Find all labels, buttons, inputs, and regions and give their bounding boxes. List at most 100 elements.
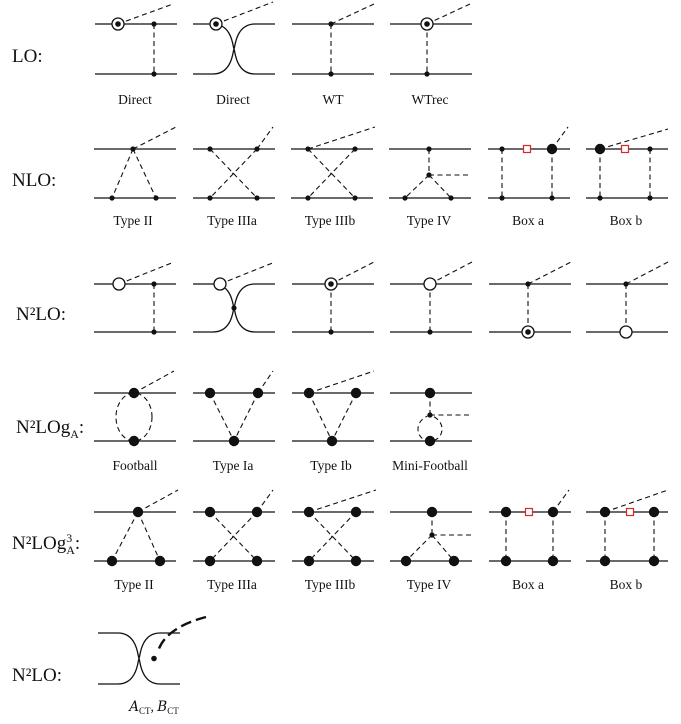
vertex-open-circle [213,277,227,291]
vertex-big-dot [448,555,460,567]
diagram-caption: Direct [216,92,250,107]
row-label: N²LOg3 A: [12,531,80,557]
diagram-caption: Type IV [407,213,452,228]
counterterm-square [625,507,635,517]
row-label-main: LO: [12,46,43,67]
vertex-dot [352,146,358,152]
vertex-open-circle [619,325,633,339]
pion-line [308,392,333,442]
vertex-big-dot [648,555,660,567]
pion-line [404,174,430,199]
pion-line [132,126,177,150]
pion-line [428,174,452,199]
pion-line [117,3,174,25]
caption-symbol: A [127,699,139,715]
vertex-dot [328,71,334,77]
pion-line [308,489,377,513]
row-label-main: N²LO: [12,665,62,686]
vertex-ring-dot [328,281,334,287]
row-label: N²LO: [16,304,66,325]
row-label-superscript: 3 [66,531,72,545]
row-label-main: NLO: [12,170,56,191]
vertex-dot [207,195,213,201]
caption-subscript: CT [167,706,179,716]
row-label: N²LOgA: [16,417,84,441]
pion-line [308,511,357,562]
vertex-big-dot [132,506,144,518]
vertex-big-dot [424,387,436,399]
pion-line [330,261,375,285]
pion-line [209,392,235,442]
caption-symbol: B [156,699,167,715]
diagram-caption: Box a [512,577,544,592]
nucleon-line [193,23,275,75]
vertex-big-dot [303,506,315,518]
diagram-caption: Type Ib [310,458,352,473]
vertex-big-dot [326,435,338,447]
pion-line [215,1,274,25]
vertex-big-dot [648,506,660,518]
vertex-dot [151,655,157,662]
vertex-big-dot [251,506,263,518]
row-label: NLO: [12,170,56,191]
caption-separator: , [151,699,158,714]
pion-line [431,534,455,562]
crossing-mark [232,535,234,538]
row-label-subscript: A [66,543,75,557]
pion-line [209,511,258,562]
vertex-open-circle [423,277,437,291]
row-label: N²LO: [12,665,62,686]
vertex-dot [426,172,432,178]
vertex-big-dot [128,387,140,399]
vertex-dot [424,71,430,77]
vertex-dot [427,329,433,335]
vertex-dot [352,195,358,201]
pion-line [527,261,572,285]
diagram-caption: Direct [118,92,152,107]
diagram-caption: Type IIIa [207,577,257,592]
pion-line [599,128,669,150]
pion-line [219,261,276,285]
pion-line [209,511,258,562]
pion-line [625,261,669,285]
row-label-tail: : [75,533,80,554]
vertex-big-dot [424,435,436,447]
vertex-big-dot [350,387,362,399]
vertex-big-dot [204,506,216,518]
vertex-big-dot [350,506,362,518]
pion-line [308,511,357,562]
row-label-main: N²LOg [16,417,71,438]
diagram-caption: WTrec [412,92,449,107]
pion-line [331,392,357,442]
crossing-mark [232,172,234,175]
pion-loop [115,392,153,442]
vertex-big-dot [546,143,558,155]
pion-line [308,370,375,394]
vertex-big-dot [128,435,140,447]
row-label-subscript: A [70,427,79,441]
counterterm-square [522,144,532,154]
vertex-dot [448,195,454,201]
vertex-open-circle [112,277,126,291]
row-label-main: N²LOg [12,533,67,554]
counterterm-square [524,507,534,517]
pion-line-bold [157,615,207,650]
pion-line [209,148,258,199]
vertex-ring-dot [115,21,121,27]
vertex-big-dot [547,555,559,567]
vertex-dot [328,21,334,27]
vertex-dot [525,281,531,287]
vertex-dot [426,146,432,152]
vertex-big-dot [599,555,611,567]
vertex-dot [647,195,653,201]
vertex-big-dot [400,555,412,567]
vertex-dot [151,281,157,287]
diagram-caption: Type II [113,213,153,228]
pion-line [307,148,356,199]
counterterm-square [620,144,630,154]
row-label-main: N²LO: [16,304,66,325]
vertex-ring-dot [525,329,531,335]
pion-line [111,511,139,562]
diagram-caption: Type IIIa [207,213,257,228]
vertex-dot [109,195,115,201]
